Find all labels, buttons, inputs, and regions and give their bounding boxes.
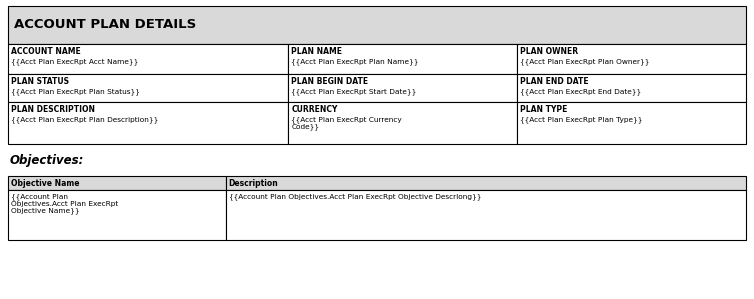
Text: ACCOUNT NAME: ACCOUNT NAME <box>11 47 81 56</box>
Text: PLAN OWNER: PLAN OWNER <box>520 47 578 56</box>
Text: {{Account Plan
Objectives.Acct Plan ExecRpt
Objective Name}}: {{Account Plan Objectives.Acct Plan Exec… <box>11 193 118 214</box>
Text: {{Acct Plan ExecRpt End Date}}: {{Acct Plan ExecRpt End Date}} <box>520 88 642 95</box>
Text: {{Acct Plan ExecRpt Currency
Code}}: {{Acct Plan ExecRpt Currency Code}} <box>292 116 402 130</box>
Text: PLAN BEGIN DATE: PLAN BEGIN DATE <box>292 77 369 86</box>
Text: {{Acct Plan ExecRpt Plan Description}}: {{Acct Plan ExecRpt Plan Description}} <box>11 116 158 123</box>
Bar <box>8 44 289 74</box>
Bar <box>8 6 746 44</box>
Text: ACCOUNT PLAN DETAILS: ACCOUNT PLAN DETAILS <box>14 19 196 31</box>
Bar <box>8 176 225 190</box>
Text: PLAN NAME: PLAN NAME <box>292 47 342 56</box>
Bar <box>8 74 289 102</box>
Bar <box>517 102 746 144</box>
Text: {{Acct Plan ExecRpt Acct Name}}: {{Acct Plan ExecRpt Acct Name}} <box>11 58 139 65</box>
Bar <box>8 190 225 240</box>
Bar <box>8 102 289 144</box>
Text: Objective Name: Objective Name <box>11 179 79 187</box>
Text: PLAN DESCRIPTION: PLAN DESCRIPTION <box>11 105 95 114</box>
Bar <box>225 176 746 190</box>
Bar <box>517 74 746 102</box>
Text: Objectives:: Objectives: <box>10 154 84 167</box>
Text: PLAN STATUS: PLAN STATUS <box>11 77 69 86</box>
Bar <box>517 44 746 74</box>
Text: {{Account Plan Objectives.Acct Plan ExecRpt Objective Descrlong}}: {{Account Plan Objectives.Acct Plan Exec… <box>228 193 481 200</box>
Text: {{Acct Plan ExecRpt Plan Type}}: {{Acct Plan ExecRpt Plan Type}} <box>520 116 642 123</box>
Text: PLAN END DATE: PLAN END DATE <box>520 77 589 86</box>
Bar <box>289 44 517 74</box>
Text: {{Acct Plan ExecRpt Plan Owner}}: {{Acct Plan ExecRpt Plan Owner}} <box>520 58 650 65</box>
Text: {{Acct Plan ExecRpt Plan Name}}: {{Acct Plan ExecRpt Plan Name}} <box>292 58 419 65</box>
Bar <box>225 190 746 240</box>
Bar <box>289 102 517 144</box>
Text: {{Acct Plan ExecRpt Plan Status}}: {{Acct Plan ExecRpt Plan Status}} <box>11 88 140 95</box>
Bar <box>289 74 517 102</box>
Text: {{Acct Plan ExecRpt Start Date}}: {{Acct Plan ExecRpt Start Date}} <box>292 88 417 95</box>
Text: Description: Description <box>228 179 278 187</box>
Text: PLAN TYPE: PLAN TYPE <box>520 105 568 114</box>
Text: CURRENCY: CURRENCY <box>292 105 338 114</box>
